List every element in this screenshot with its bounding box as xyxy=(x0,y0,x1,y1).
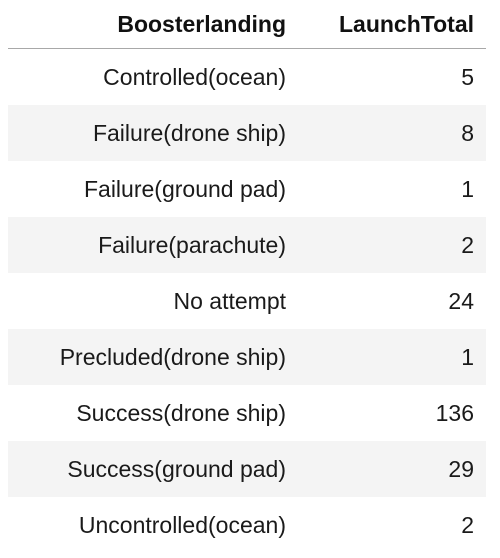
launch-total-cell: 5 xyxy=(298,48,486,105)
table-row: Success(drone ship) 136 xyxy=(8,385,486,441)
table-row: Failure(ground pad) 1 xyxy=(8,161,486,217)
table-header: Boosterlanding LaunchTotal xyxy=(8,0,486,49)
booster-landing-cell: Success(drone ship) xyxy=(8,385,298,441)
table-row: Controlled(ocean) 5 xyxy=(8,48,486,105)
booster-landing-cell: Failure(ground pad) xyxy=(8,161,298,217)
table-row: Failure(parachute) 2 xyxy=(8,217,486,273)
launch-total-cell: 2 xyxy=(298,217,486,273)
launch-total-cell: 8 xyxy=(298,105,486,161)
launch-total-cell: 2 xyxy=(298,497,486,553)
launch-total-cell: 1 xyxy=(298,329,486,385)
launch-total-cell: 136 xyxy=(298,385,486,441)
launch-total-cell: 24 xyxy=(298,273,486,329)
booster-landing-cell: Success(ground pad) xyxy=(8,441,298,497)
booster-landing-cell: Failure(parachute) xyxy=(8,217,298,273)
booster-landing-cell: No attempt xyxy=(8,273,298,329)
table-row: Uncontrolled(ocean) 2 xyxy=(8,497,486,553)
table-body: Controlled(ocean) 5 Failure(drone ship) … xyxy=(8,48,486,553)
launch-total-cell: 29 xyxy=(298,441,486,497)
booster-landing-cell: Failure(drone ship) xyxy=(8,105,298,161)
table-row: Precluded(drone ship) 1 xyxy=(8,329,486,385)
table-row: Failure(drone ship) 8 xyxy=(8,105,486,161)
booster-landing-cell: Precluded(drone ship) xyxy=(8,329,298,385)
column-header-boosterlanding: Boosterlanding xyxy=(8,0,298,49)
column-header-launchtotal: LaunchTotal xyxy=(298,0,486,49)
header-row: Boosterlanding LaunchTotal xyxy=(8,0,486,49)
table-row: No attempt 24 xyxy=(8,273,486,329)
results-table: Boosterlanding LaunchTotal Controlled(oc… xyxy=(8,0,486,553)
booster-landing-cell: Controlled(ocean) xyxy=(8,48,298,105)
booster-landing-cell: Uncontrolled(ocean) xyxy=(8,497,298,553)
table-row: Success(ground pad) 29 xyxy=(8,441,486,497)
launch-total-cell: 1 xyxy=(298,161,486,217)
